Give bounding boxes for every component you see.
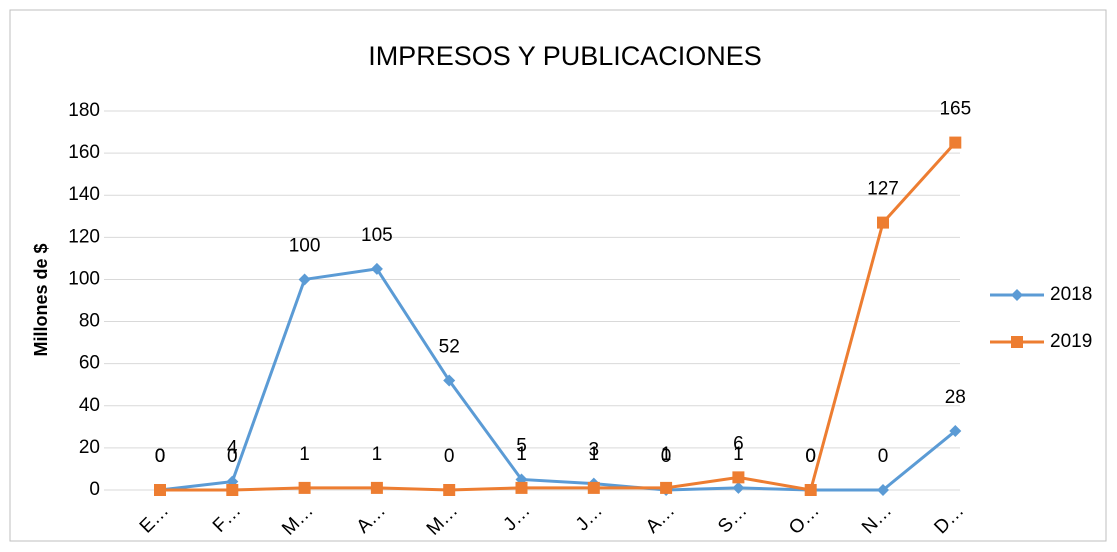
data-label: 28: [945, 387, 966, 408]
y-axis-label: Millones de $: [31, 243, 51, 356]
chart-title: IMPRESOS Y PUBLICACIONES: [368, 41, 762, 71]
data-label: 6: [733, 433, 744, 454]
data-label: 0: [661, 446, 672, 467]
marker: [732, 471, 745, 484]
data-label: 0: [155, 446, 166, 467]
y-tick-label: 20: [79, 437, 100, 458]
data-label: 0: [155, 446, 166, 467]
marker: [877, 484, 889, 496]
y-tick-label: 160: [68, 142, 100, 163]
legend-label: 2018: [1050, 284, 1092, 305]
marker: [154, 484, 166, 496]
data-label: 1: [299, 444, 310, 465]
marker: [877, 216, 889, 229]
y-tick-label: 100: [68, 268, 100, 289]
marker: [226, 484, 239, 496]
marker: [298, 481, 311, 494]
marker: [804, 484, 817, 496]
marker: [370, 262, 383, 275]
data-label: 0: [805, 446, 816, 467]
marker: [732, 481, 745, 494]
legend-label: 2019: [1050, 331, 1092, 352]
marker: [949, 425, 962, 438]
y-tick-label: 140: [68, 184, 100, 205]
data-label: 165: [939, 99, 971, 120]
legend-marker: [1011, 289, 1023, 301]
y-tick-label: 0: [89, 479, 100, 500]
marker: [587, 481, 600, 494]
data-label: 1: [372, 444, 383, 465]
data-label: 1: [516, 444, 527, 465]
data-label: 0: [444, 446, 455, 467]
data-label: 100: [289, 235, 321, 256]
y-tick-label: 180: [68, 100, 100, 121]
data-label: 3: [589, 440, 600, 461]
data-label: 105: [361, 225, 393, 246]
y-tick-label: 120: [68, 226, 100, 247]
marker: [443, 374, 456, 387]
marker: [443, 484, 456, 496]
data-label: 52: [439, 337, 460, 358]
marker: [370, 481, 383, 494]
series-line: [160, 141, 957, 492]
y-tick-label: 60: [79, 353, 100, 374]
y-tick-label: 40: [79, 395, 100, 416]
legend-marker: [1011, 336, 1023, 348]
data-label: 127: [867, 179, 899, 200]
data-label: 0: [878, 446, 889, 467]
data-label: 5: [516, 435, 527, 456]
marker: [660, 481, 673, 494]
data-label: 0: [805, 446, 816, 467]
data-label: 1: [733, 444, 744, 465]
data-label: 1: [589, 444, 600, 465]
data-label: 1: [661, 444, 672, 465]
series-line: [159, 267, 957, 492]
marker: [949, 136, 962, 149]
data-label: 0: [227, 446, 238, 467]
marker: [298, 273, 311, 286]
chart-border: [9, 9, 1107, 542]
data-label: 4: [227, 438, 238, 459]
y-tick-label: 80: [79, 311, 100, 332]
marker: [515, 481, 528, 494]
